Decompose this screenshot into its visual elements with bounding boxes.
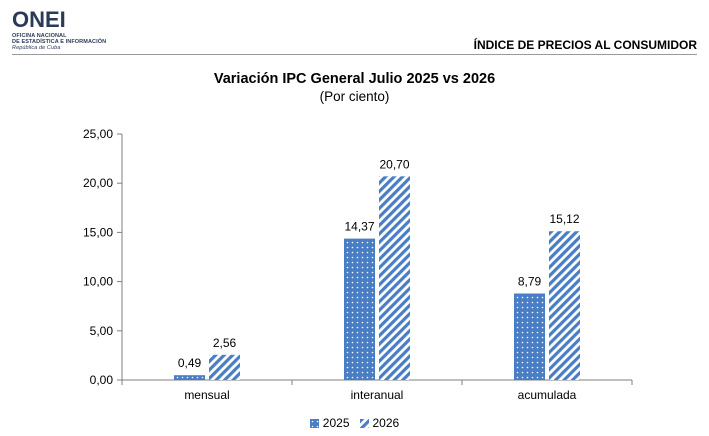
logo-line-3: República de Cuba — [12, 45, 61, 51]
data-label: 8,79 — [518, 275, 542, 289]
data-label: 20,70 — [379, 157, 409, 171]
legend-item-2025: 2025 — [309, 416, 350, 430]
chart-title: Variación IPC General Julio 2025 vs 2026 — [213, 71, 496, 87]
data-label: 0,49 — [178, 356, 202, 370]
chart-subtitle: (Por ciento) — [319, 89, 390, 104]
x-category-label: acumulada — [518, 388, 577, 402]
legend-swatch — [309, 418, 319, 428]
legend-item-2026: 2026 — [359, 416, 400, 430]
bar-acumulada-2026 — [549, 231, 580, 380]
bar-mensual-2026 — [209, 354, 240, 380]
logo-line-1: OFICINA NACIONAL — [12, 33, 67, 39]
legend-label: 2025 — [322, 416, 350, 430]
x-category-label: mensual — [184, 388, 229, 402]
data-label: 14,37 — [344, 220, 374, 234]
y-tick-label: 20,00 — [83, 176, 113, 190]
bar-interanual-2026 — [379, 176, 410, 380]
y-tick-label: 0,00 — [90, 373, 114, 387]
y-tick-label: 5,00 — [90, 324, 114, 338]
header-divider — [12, 54, 697, 55]
onei-logo-mark: ONEI — [12, 8, 66, 30]
section-title: ÍNDICE DE PRECIOS AL CONSUMIDOR — [473, 38, 697, 52]
bar-mensual-2025 — [174, 375, 205, 380]
logo-text: ONEI — [12, 8, 66, 30]
data-label: 15,12 — [549, 212, 579, 226]
logo-line-2: DE ESTADÍSTICA E INFORMACIÓN — [12, 39, 107, 45]
bar-interanual-2025 — [344, 238, 375, 380]
bar-acumulada-2025 — [514, 293, 545, 380]
onei-logo: ONEI OFICINA NACIONAL DE ESTADÍSTICA E I… — [12, 8, 142, 51]
y-tick-label: 25,00 — [83, 127, 113, 141]
y-tick-label: 10,00 — [83, 275, 113, 289]
chart-legend: 2025 2026 — [0, 416, 709, 430]
x-category-label: interanual — [351, 388, 404, 402]
y-tick-label: 15,00 — [83, 225, 113, 239]
legend-label: 2026 — [372, 416, 400, 430]
legend-swatch — [359, 418, 369, 428]
data-label: 2,56 — [213, 336, 237, 350]
